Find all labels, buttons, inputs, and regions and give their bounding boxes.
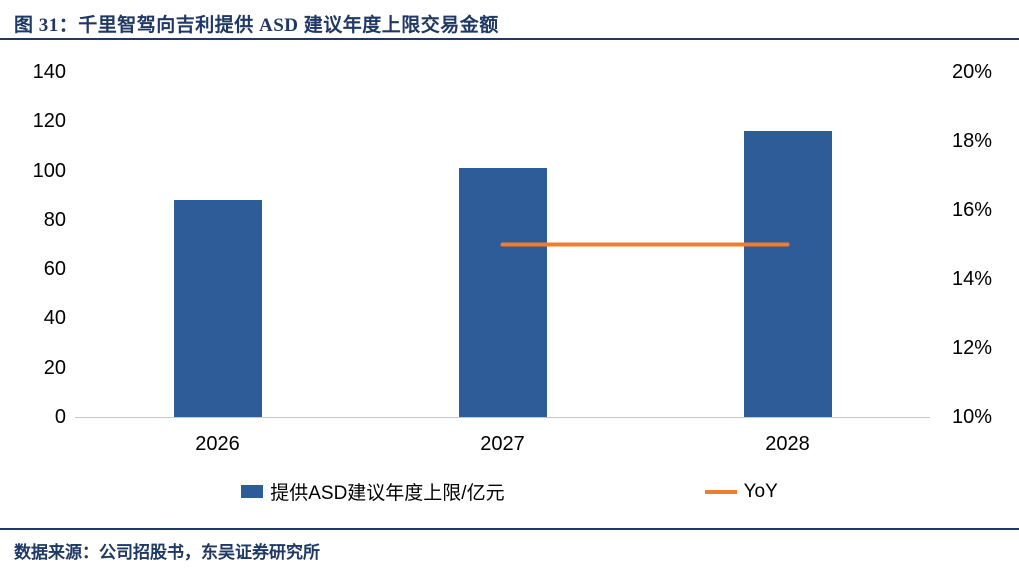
right-axis-tick: 18% [952, 130, 993, 152]
x-axis-label: 2027 [480, 433, 525, 455]
right-axis-tick: 12% [952, 337, 993, 359]
bar-2026 [173, 200, 262, 417]
x-axis-label: 2026 [195, 433, 240, 455]
left-axis-tick: 0 [54, 406, 66, 428]
legend-label-bar-series: 提供ASD建议年度上限/亿元 [270, 483, 505, 504]
left-axis-tick: 140 [32, 61, 66, 83]
chart-title: 图 31：千里智驾向吉利提供 ASD 建议年度上限交易金额 [14, 15, 499, 36]
title-divider [0, 38, 1019, 40]
right-axis-tick: 20% [952, 61, 993, 83]
x-axis-label: 2028 [765, 433, 810, 455]
footer-divider [0, 528, 1019, 530]
bar-series-swatch-icon [241, 485, 264, 498]
line-series-swatch-icon [704, 489, 737, 494]
bar-2028 [743, 131, 832, 417]
x-axis-line [75, 417, 930, 418]
left-axis-tick: 80 [43, 208, 66, 231]
legend-item-bar-series: 提供ASD建议年度上限/亿元 [241, 478, 505, 505]
left-axis-tick: 40 [43, 307, 66, 330]
left-axis-tick: 100 [32, 159, 66, 182]
left-axis-tick: 60 [43, 258, 66, 281]
right-axis-tick: 10% [952, 406, 993, 428]
right-axis-tick: 16% [952, 199, 993, 221]
bar-2027 [458, 168, 547, 417]
right-axis-tick: 14% [952, 268, 993, 290]
legend-item-yoy: YoY [704, 480, 778, 503]
left-axis-tick: 120 [32, 110, 66, 133]
legend-label-yoy: YoY [743, 480, 778, 502]
legend: 提供ASD建议年度上限/亿元 YoY [0, 478, 1019, 505]
left-axis-tick: 20 [43, 356, 66, 379]
source-note: 数据来源：公司招股书，东吴证券研究所 [14, 543, 320, 562]
